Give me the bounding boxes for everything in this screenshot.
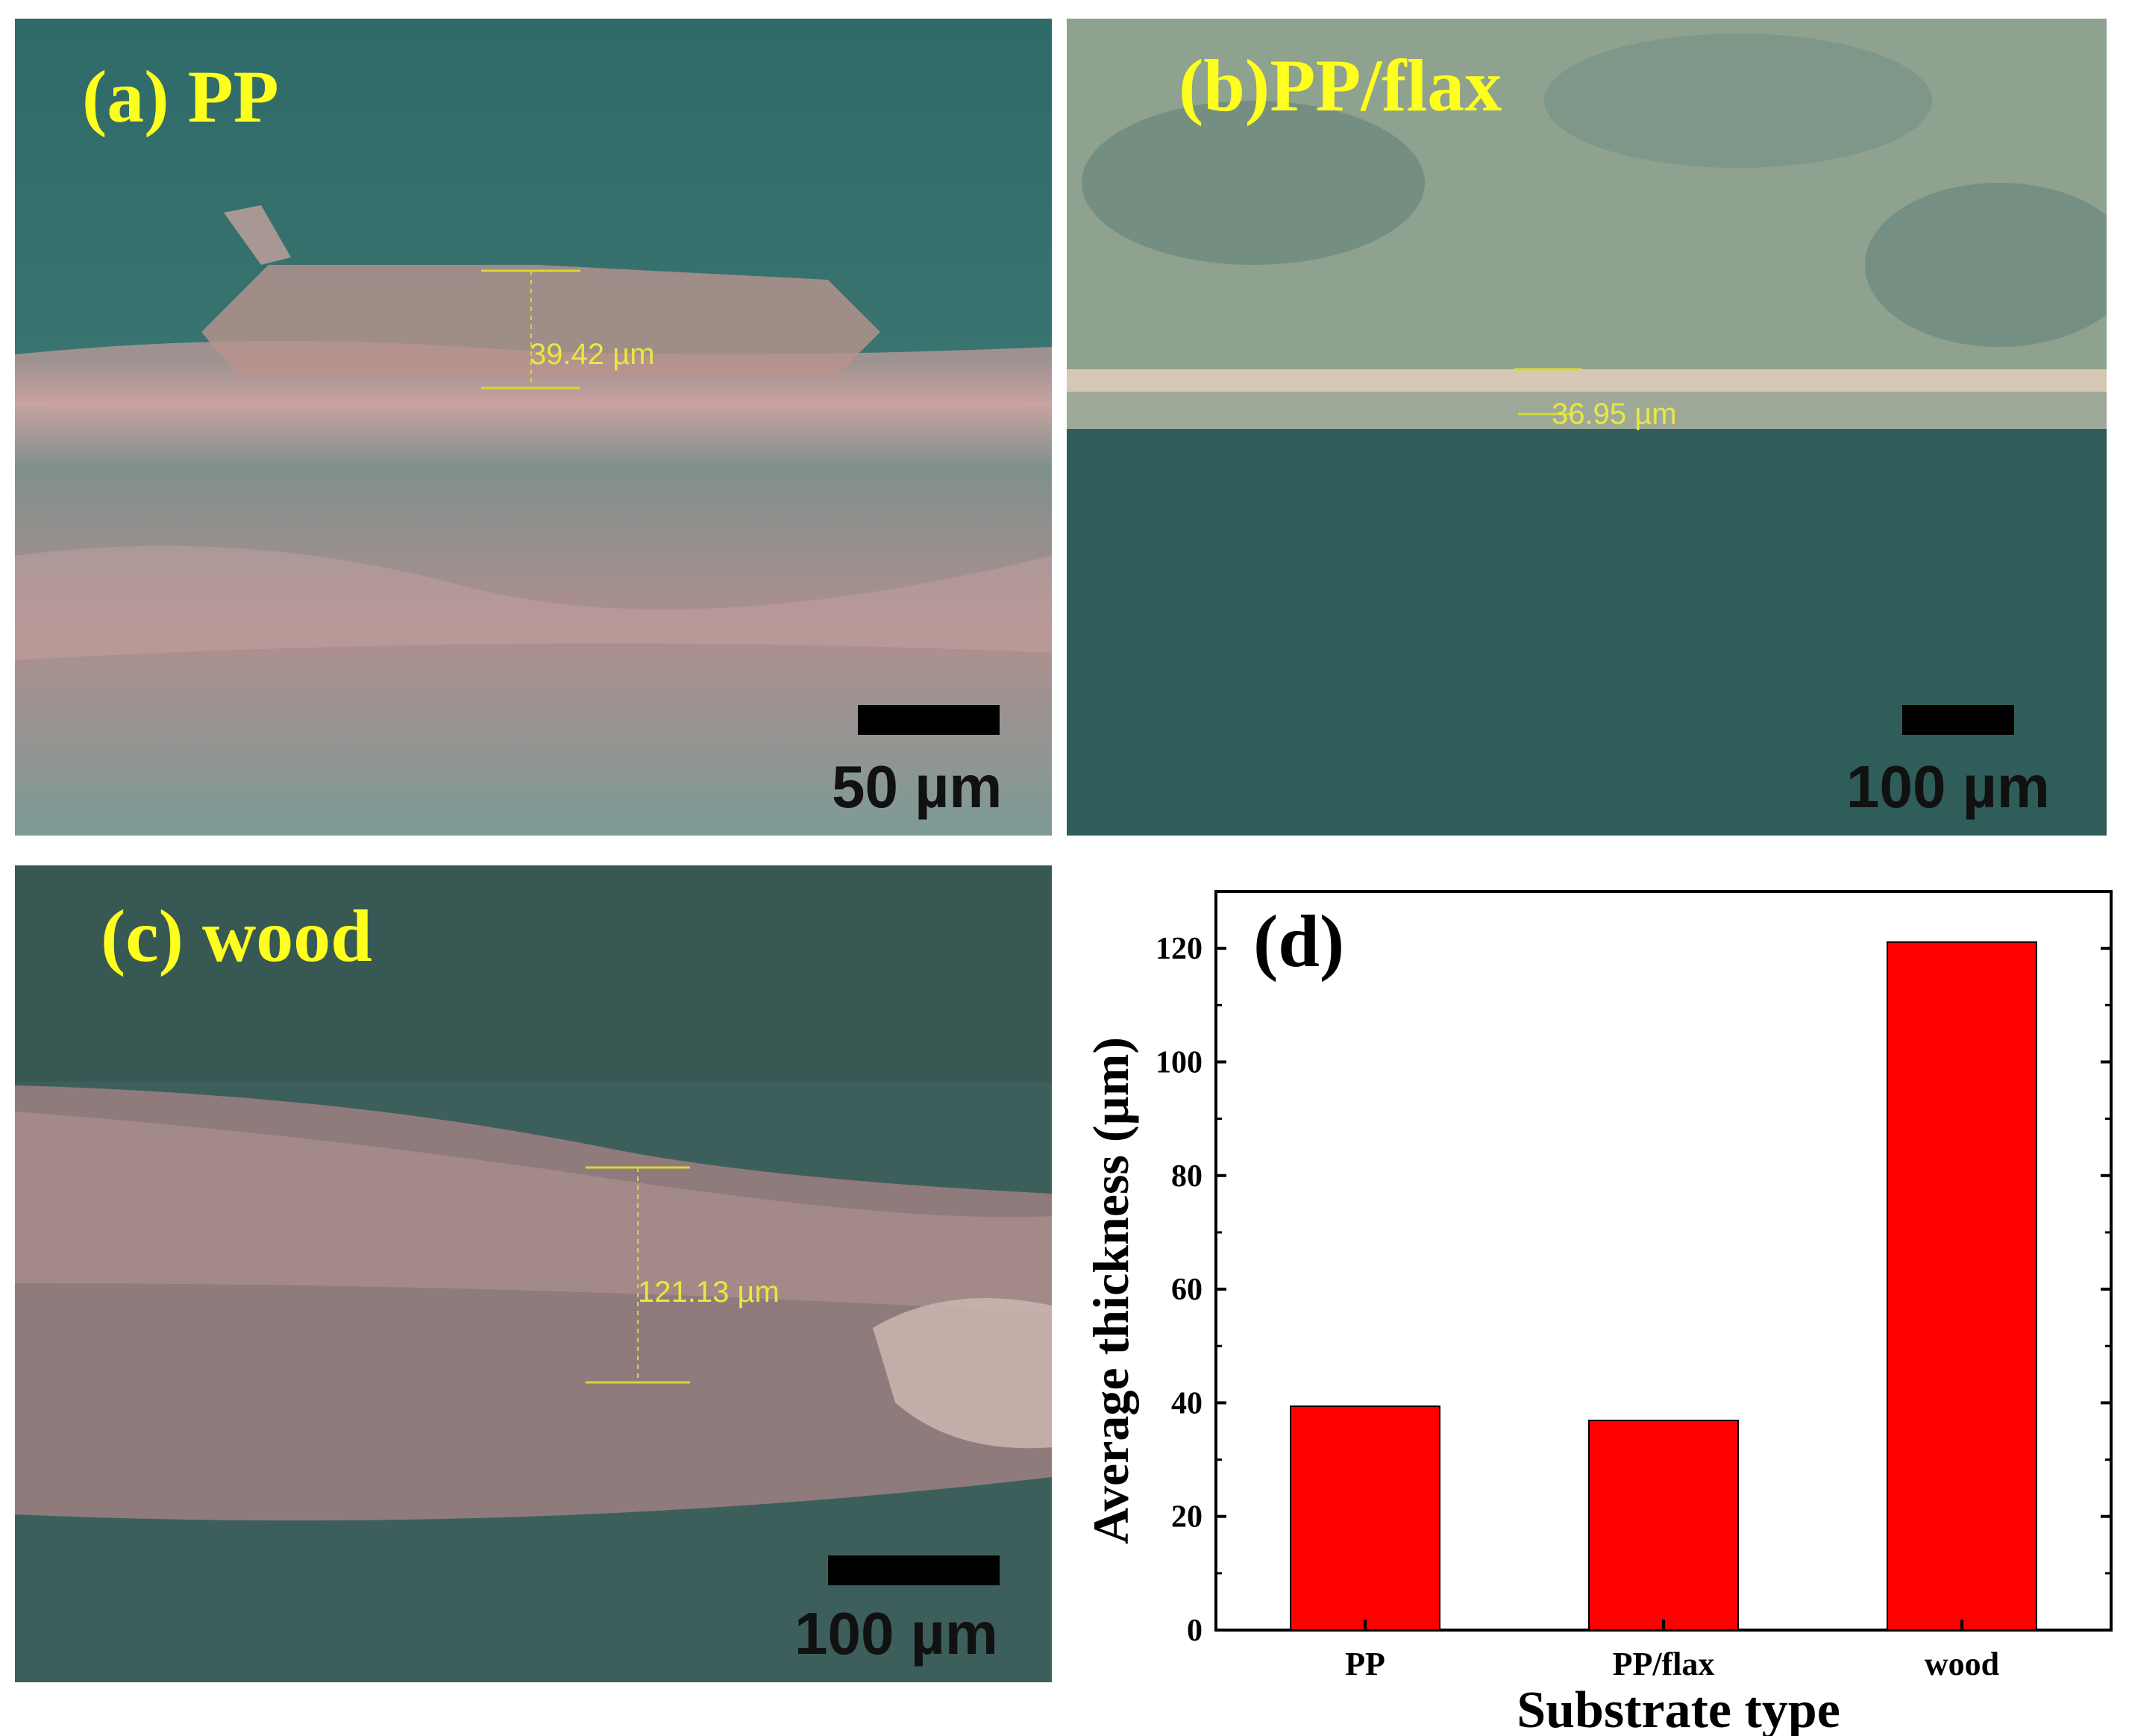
y-tick-label: 20	[1171, 1500, 1203, 1535]
panel-c-scale-bar	[828, 1555, 1000, 1585]
panel-c-measurement: 121.13 µm	[638, 1276, 780, 1309]
panel-b-label: (b)PP/flax	[1179, 44, 1502, 127]
x-tick-label: wood	[1925, 1646, 1999, 1682]
sem-micrograph-pp	[15, 19, 1052, 836]
bar-chart: 0 20 40 60 80 100 120 PP PP/flax wood (d) Substra…	[1082, 890, 2113, 1736]
sem-image-pp: (a) PP 39.42 µm 50 µm	[15, 19, 1052, 836]
y-tick-label: 0	[1187, 1614, 1203, 1648]
x-axis-label: Substrate type	[1517, 1682, 1840, 1736]
sem-image-pp-flax: (b)PP/flax 36.95 µm 100 µm	[1067, 19, 2107, 836]
bar-pp	[1290, 1405, 1440, 1631]
panel-c-label: (c) wood	[101, 894, 372, 977]
panel-b-scale-label: 100 µm	[1846, 753, 2050, 820]
y-tick-label: 60	[1171, 1273, 1203, 1307]
y-axis-label: Average thickness (µm)	[1082, 1037, 1139, 1544]
bar-wood	[1887, 941, 2037, 1632]
panel-a-measurement: 39.42 µm	[530, 338, 655, 371]
panel-b-scale-bar	[1902, 705, 2014, 735]
panel-c-scale-label: 100 µm	[794, 1600, 998, 1667]
y-tick-label: 120	[1156, 932, 1203, 966]
panel-a-label: (a) PP	[82, 55, 279, 138]
sem-micrograph-wood	[15, 865, 1052, 1682]
panel-b-measurement: 36.95 µm	[1552, 398, 1677, 430]
x-tick-label: PP/flax	[1613, 1646, 1715, 1682]
bar-chart-panel: 0 20 40 60 80 100 120 PP PP/flax wood (d) Substra…	[1067, 865, 2129, 1736]
y-tick-label: 40	[1171, 1386, 1203, 1420]
panel-a-scale-bar	[858, 705, 1000, 735]
bar-pp-flax	[1588, 1419, 1739, 1631]
y-tick-label: 100	[1156, 1045, 1203, 1079]
y-tick-label: 80	[1171, 1159, 1203, 1194]
x-tick-label: PP	[1345, 1646, 1385, 1682]
panel-a-scale-label: 50 µm	[832, 753, 1003, 820]
panel-d-label: (d)	[1253, 900, 1344, 983]
sem-image-wood: (c) wood 121.13 µm 100 µm	[15, 865, 1052, 1682]
sem-micrograph-pp-flax	[1067, 19, 2107, 836]
